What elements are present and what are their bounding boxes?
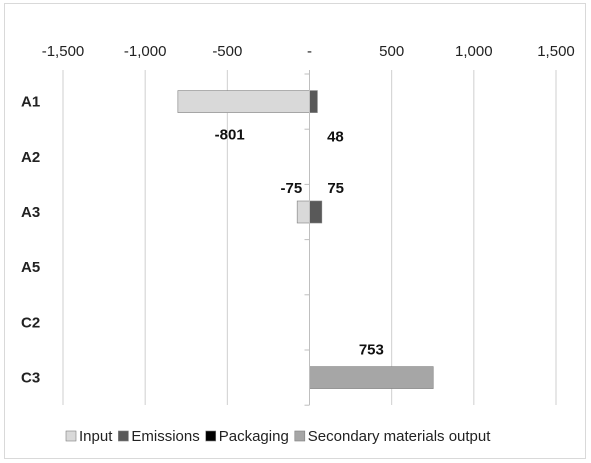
legend-swatch <box>118 430 129 442</box>
data-label: 48 <box>327 129 344 146</box>
category-label: A2 <box>21 149 40 166</box>
legend-swatch <box>294 430 306 442</box>
data-label: 753 <box>359 342 384 359</box>
data-label: -75 <box>280 180 302 197</box>
data-label: 75 <box>327 180 344 197</box>
bar-A1-emissions <box>309 90 318 113</box>
bar-C3-secondary-materials-output <box>309 366 434 389</box>
x-tick-label: 500 <box>379 43 404 60</box>
x-tick-label: - <box>307 43 312 60</box>
legend-label: Packaging <box>219 428 289 445</box>
gridlines <box>62 70 557 405</box>
data-labels: -801 48 -75 75 753 <box>215 127 384 359</box>
category-axis <box>304 70 310 406</box>
chart-frame <box>4 3 586 459</box>
x-tick-label: -500 <box>212 43 242 60</box>
category-labels: A1 A2 A3 A5 C2 C3 <box>21 94 40 387</box>
legend-label: Emissions <box>131 428 199 445</box>
x-axis-tick-labels: -1,500 -1,000 -500-500 1,000 1,500 <box>42 43 575 60</box>
legend: Input Emissions Packaging Secondary materia… <box>65 428 491 445</box>
legend-label: Input <box>79 428 113 445</box>
category-label: A1 <box>21 94 40 111</box>
category-label: A5 <box>21 259 40 276</box>
category-label: C3 <box>21 370 40 387</box>
legend-label: Secondary materials output <box>308 428 491 445</box>
x-tick-label: -1,500 <box>42 43 85 60</box>
x-tick-label: -1,000 <box>124 43 167 60</box>
bar-A3-emissions <box>309 200 323 224</box>
bar-A3-input <box>296 200 310 224</box>
data-label: -801 <box>215 127 245 144</box>
legend-swatch <box>205 430 217 442</box>
x-tick-label: 1,500 <box>537 43 575 60</box>
category-label: C2 <box>21 314 40 331</box>
category-label: A3 <box>21 204 40 221</box>
bar-A1-input <box>177 90 310 113</box>
legend-swatch <box>65 430 77 442</box>
x-tick-label: 1,000 <box>455 43 493 60</box>
